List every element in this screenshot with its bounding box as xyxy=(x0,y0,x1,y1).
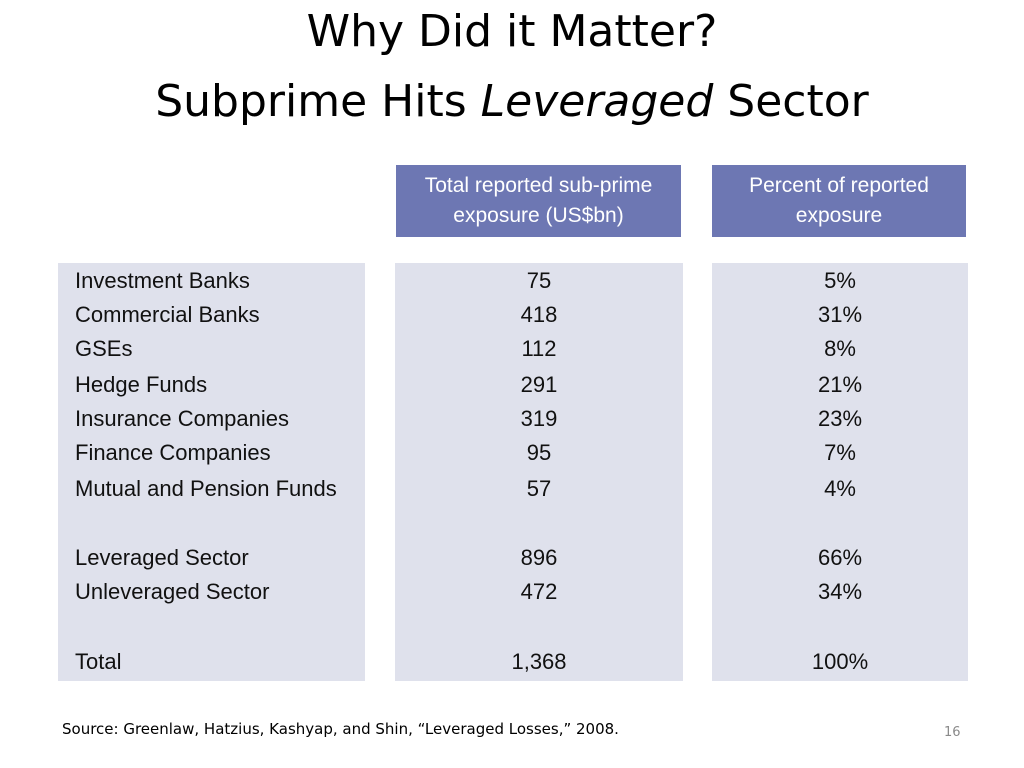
percent-column-panel xyxy=(712,263,968,681)
row-percent: 21% xyxy=(817,372,863,397)
row-percent: 8% xyxy=(824,336,856,361)
row-label: GSEs xyxy=(75,336,133,361)
row-percent: 31% xyxy=(817,302,863,327)
row-exposure: 896 xyxy=(520,545,558,570)
row-percent: 66% xyxy=(817,545,863,570)
row-exposure: 75 xyxy=(526,268,552,293)
row-percent: 4% xyxy=(824,476,856,501)
row-percent: 34% xyxy=(817,579,863,604)
title-prefix: Subprime Hits xyxy=(155,76,481,127)
title-emphasis: Leveraged xyxy=(480,76,714,127)
row-label: Unleveraged Sector xyxy=(75,579,270,604)
row-label: Total xyxy=(75,649,122,674)
row-label: Investment Banks xyxy=(75,268,250,293)
row-exposure: 57 xyxy=(526,476,552,501)
title-suffix: Sector xyxy=(713,76,869,127)
row-percent: 5% xyxy=(824,268,856,293)
label-column-panel xyxy=(58,263,365,681)
row-percent: 23% xyxy=(817,406,863,431)
page-number: 16 xyxy=(944,725,961,740)
header-exposure: Total reported sub-prime exposure (US$bn… xyxy=(396,165,681,237)
row-exposure: 1,368 xyxy=(511,649,567,674)
row-exposure: 319 xyxy=(520,406,558,431)
row-exposure: 418 xyxy=(520,302,558,327)
row-exposure: 291 xyxy=(520,372,558,397)
row-label: Hedge Funds xyxy=(75,372,208,397)
header-percent: Percent of reported exposure xyxy=(712,165,966,237)
source-citation: Source: Greenlaw, Hatzius, Kashyap, and … xyxy=(62,720,619,738)
exposure-column-panel xyxy=(395,263,683,681)
row-percent: 100% xyxy=(811,649,869,674)
header-percent-line2: exposure xyxy=(795,204,883,227)
header-percent-line1: Percent of reported xyxy=(749,174,929,197)
header-exposure-line1: Total reported sub-prime xyxy=(424,174,653,197)
row-exposure: 95 xyxy=(526,440,552,465)
row-label: Finance Companies xyxy=(75,440,271,465)
slide-title-line1: Why Did it Matter? xyxy=(306,6,718,57)
row-exposure: 472 xyxy=(520,579,558,604)
row-exposure: 112 xyxy=(521,336,557,361)
row-label: Leveraged Sector xyxy=(75,545,249,570)
row-label: Mutual and Pension Funds xyxy=(75,476,337,501)
row-label: Commercial Banks xyxy=(75,302,260,327)
header-exposure-line2: exposure (US$bn) xyxy=(453,204,624,227)
row-percent: 7% xyxy=(824,440,856,465)
slide-title-line2: Subprime Hits Leveraged Sector xyxy=(0,80,1024,124)
row-label: Insurance Companies xyxy=(75,406,290,431)
